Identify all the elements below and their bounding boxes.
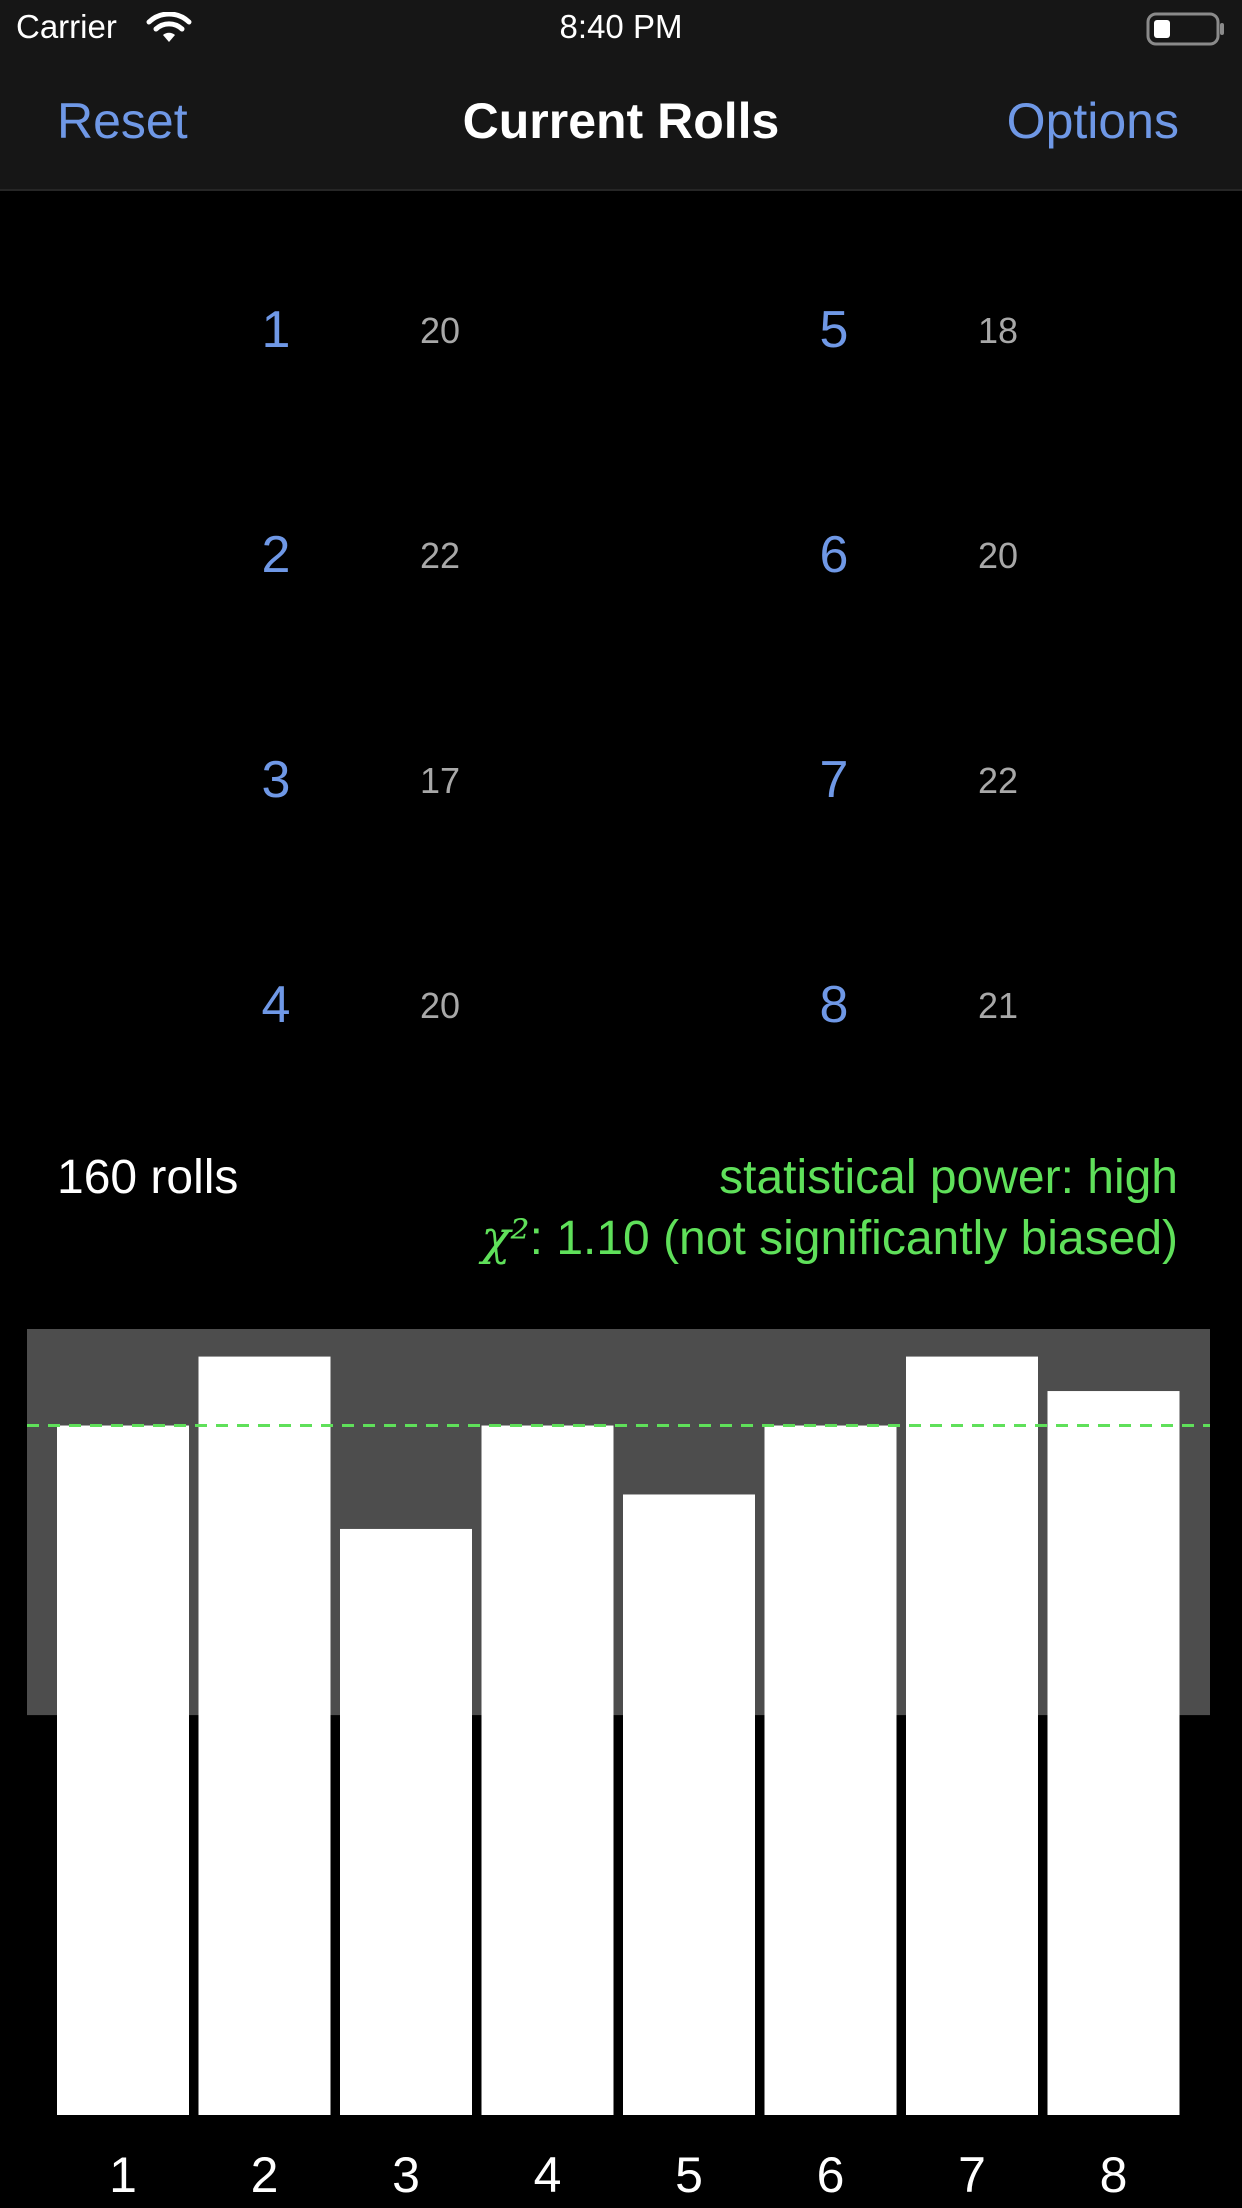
bar-6 <box>764 1425 897 2115</box>
page-title: Current Rolls <box>462 93 780 149</box>
bar-4 <box>481 1425 614 2115</box>
face-count-3: 17 <box>419 760 461 801</box>
battery-icon <box>1146 12 1224 46</box>
face-button-1[interactable]: 1 <box>261 301 291 359</box>
face-button-7[interactable]: 7 <box>819 751 849 809</box>
carrier-label: Carrier <box>16 8 117 45</box>
options-button[interactable]: Options <box>1006 93 1179 149</box>
face-count-4: 20 <box>419 985 461 1026</box>
x-tick-label-4: 4 <box>534 2147 562 2203</box>
roll-histogram: 1 2 3 4 5 6 7 8 <box>27 1329 1210 2203</box>
bar-1 <box>57 1425 189 2115</box>
face-button-3[interactable]: 3 <box>261 751 291 809</box>
chi-square-label: χ²: 1.10 (not significantly biased) <box>481 1210 1178 1266</box>
face-button-8[interactable]: 8 <box>819 976 849 1034</box>
status-bar: Carrier 8:40 PM <box>0 0 1242 56</box>
x-tick-label-8: 8 <box>1100 2147 1128 2203</box>
x-tick-label-2: 2 <box>251 2147 279 2203</box>
x-tick-label-3: 3 <box>392 2147 420 2203</box>
bar-7 <box>906 1356 1038 2115</box>
face-count-8: 21 <box>977 985 1019 1026</box>
face-count-2: 22 <box>419 535 461 576</box>
face-count-1: 20 <box>419 310 461 351</box>
bar-3 <box>340 1528 472 2115</box>
x-tick-label-1: 1 <box>109 2147 137 2203</box>
face-count-7: 22 <box>977 760 1019 801</box>
face-button-2[interactable]: 2 <box>261 526 291 584</box>
face-button-6[interactable]: 6 <box>819 526 849 584</box>
bar-2 <box>198 1356 331 2115</box>
chi-square-symbol: χ² <box>481 1210 530 1266</box>
reset-button[interactable]: Reset <box>57 93 188 149</box>
statistical-power-label: statistical power: high <box>719 1151 1178 1204</box>
wifi-icon <box>146 12 192 42</box>
chi-square-value: : 1.10 (not significantly biased) <box>529 1212 1178 1265</box>
bar-8 <box>1047 1391 1180 2115</box>
face-count-6: 20 <box>977 535 1019 576</box>
x-tick-label-6: 6 <box>817 2147 845 2203</box>
face-count-5: 18 <box>977 310 1019 351</box>
navigation-bar: Reset Current Rolls Options <box>0 56 1242 191</box>
status-time: 8:40 PM <box>559 8 683 45</box>
x-tick-label-7: 7 <box>958 2147 986 2203</box>
total-rolls-label: 160 rolls <box>57 1151 239 1204</box>
bar-5 <box>623 1494 755 2115</box>
face-button-5[interactable]: 5 <box>819 301 849 359</box>
face-button-4[interactable]: 4 <box>261 976 291 1034</box>
x-tick-label-5: 5 <box>675 2147 703 2203</box>
